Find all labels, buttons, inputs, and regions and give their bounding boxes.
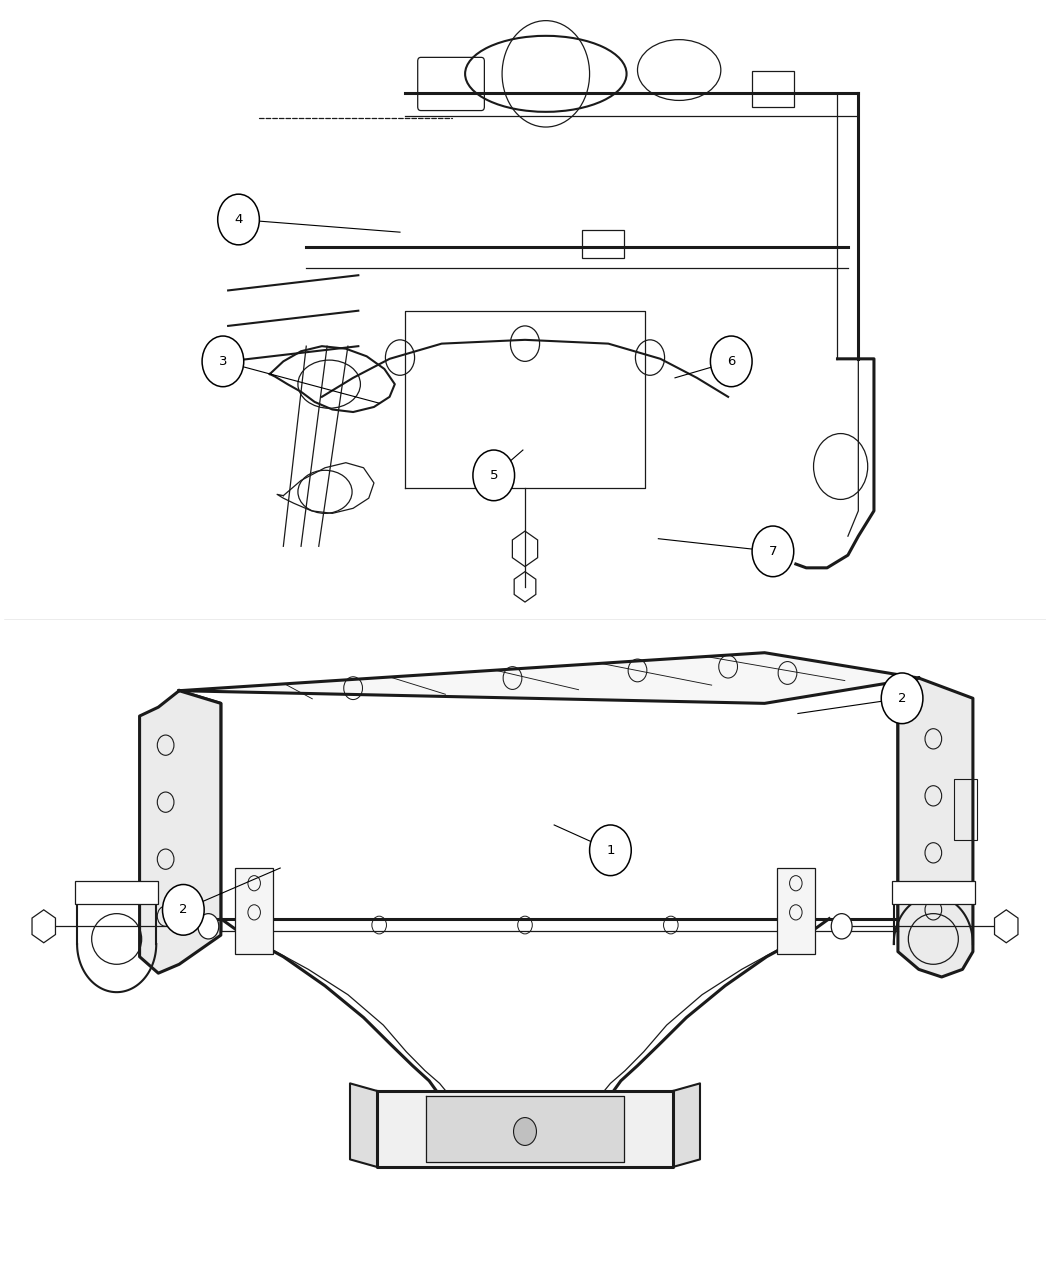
Bar bbox=[954, 779, 978, 840]
Circle shape bbox=[197, 914, 218, 938]
Bar bbox=[752, 71, 794, 107]
Bar bbox=[75, 881, 159, 904]
Bar bbox=[583, 230, 624, 258]
Text: 1: 1 bbox=[606, 844, 614, 857]
Text: 7: 7 bbox=[769, 544, 777, 558]
Text: 2: 2 bbox=[898, 692, 906, 705]
Circle shape bbox=[202, 337, 244, 386]
Polygon shape bbox=[898, 678, 919, 931]
Circle shape bbox=[881, 673, 923, 724]
Bar bbox=[777, 868, 815, 954]
Bar bbox=[235, 868, 273, 954]
Circle shape bbox=[590, 825, 631, 876]
Circle shape bbox=[513, 1118, 537, 1145]
Circle shape bbox=[832, 914, 853, 938]
Polygon shape bbox=[898, 678, 973, 977]
Circle shape bbox=[752, 527, 794, 576]
Text: 6: 6 bbox=[727, 354, 735, 368]
Bar bbox=[891, 881, 975, 904]
Polygon shape bbox=[180, 653, 919, 704]
Polygon shape bbox=[673, 1084, 700, 1167]
Text: 4: 4 bbox=[234, 213, 243, 226]
Circle shape bbox=[217, 194, 259, 245]
Circle shape bbox=[163, 885, 204, 935]
Polygon shape bbox=[377, 1091, 673, 1167]
Polygon shape bbox=[350, 1084, 377, 1167]
Polygon shape bbox=[140, 691, 220, 973]
Text: 2: 2 bbox=[180, 903, 188, 917]
Polygon shape bbox=[180, 691, 220, 931]
Text: 5: 5 bbox=[489, 469, 498, 482]
Polygon shape bbox=[426, 1096, 624, 1162]
Text: 3: 3 bbox=[218, 354, 227, 368]
Circle shape bbox=[711, 337, 752, 386]
Circle shape bbox=[472, 450, 514, 501]
